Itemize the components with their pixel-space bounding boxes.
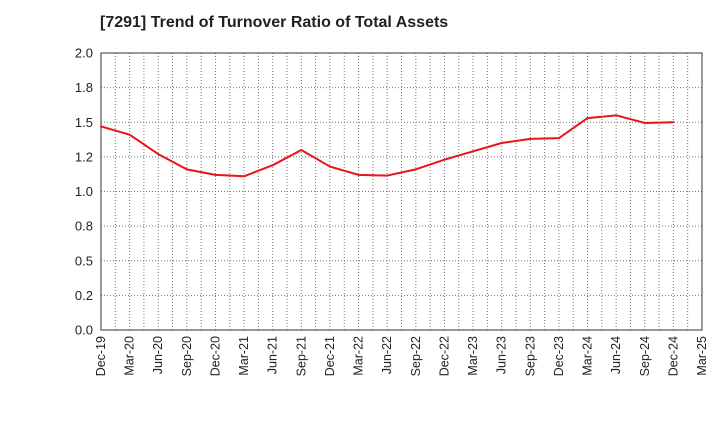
series-layer — [100, 114, 675, 178]
x-tick-label: Sep-22 — [409, 336, 423, 376]
y-tick-label: 0.5 — [75, 253, 93, 268]
grid-layer — [101, 53, 702, 330]
data-point — [500, 142, 503, 144]
x-tick-label: Sep-20 — [180, 336, 194, 376]
data-point — [643, 122, 646, 124]
data-point — [558, 137, 560, 139]
data-point — [100, 125, 102, 128]
data-point — [157, 153, 160, 155]
data-point — [128, 133, 131, 136]
x-tick-label: Mar-24 — [581, 336, 595, 376]
x-tick-label: Dec-22 — [437, 336, 451, 376]
data-point — [472, 150, 474, 153]
x-tick-label: Dec-23 — [552, 336, 566, 376]
x-tick-label: Sep-21 — [294, 336, 308, 376]
x-tick-label: Dec-20 — [208, 336, 222, 376]
x-tick-label: Jun-20 — [151, 336, 165, 374]
y-tick-label: 0.0 — [75, 323, 93, 338]
plot-frame — [100, 52, 703, 331]
data-point — [300, 149, 303, 151]
data-point — [586, 117, 589, 119]
data-point — [243, 175, 245, 178]
data-point — [186, 168, 188, 171]
x-tick-label: Mar-22 — [352, 336, 366, 376]
data-point — [329, 165, 331, 168]
y-tick-label: 1.5 — [75, 115, 93, 130]
x-tick-label: Dec-19 — [94, 336, 108, 376]
chart-title: [7291] Trend of Turnover Ratio of Total … — [100, 14, 449, 31]
y-tick-label: 1.0 — [75, 184, 93, 199]
x-tick-label: Jun-21 — [266, 336, 280, 374]
data-point — [214, 174, 217, 176]
y-tick-labels: 0.0 0.2 0.5 0.8 1.0 1.2 1.5 1.8 2.0 — [75, 46, 93, 338]
x-tick-labels: Dec-19 Mar-20 Jun-20 Sep-20 Dec-20 Mar-21 Jun-… — [94, 336, 709, 376]
x-tick-label: Mar-25 — [695, 336, 709, 376]
y-tick-label: 0.2 — [75, 288, 93, 303]
x-tick-label: Dec-24 — [666, 336, 680, 376]
x-tick-label: Dec-21 — [323, 336, 337, 376]
data-point — [386, 174, 388, 177]
data-point — [357, 174, 360, 176]
x-tick-label: Jun-24 — [609, 336, 623, 374]
y-tick-label: 0.8 — [75, 219, 93, 234]
x-tick-label: Mar-23 — [466, 336, 480, 376]
y-tick-label: 1.2 — [75, 149, 93, 164]
data-point — [415, 168, 417, 171]
axis-layer — [100, 52, 703, 331]
x-tick-label: Sep-23 — [523, 336, 537, 376]
data-point — [529, 138, 532, 140]
x-tick-label: Mar-20 — [123, 336, 137, 376]
data-point — [672, 121, 675, 124]
y-tick-label: 1.8 — [75, 80, 93, 95]
x-tick-label: Jun-22 — [380, 336, 394, 374]
x-tick-label: Sep-24 — [638, 336, 652, 376]
x-tick-label: Jun-23 — [495, 336, 509, 374]
data-point — [271, 164, 274, 166]
data-point — [615, 114, 617, 117]
y-tick-label: 2.0 — [75, 46, 93, 61]
x-tick-label: Mar-21 — [237, 336, 251, 376]
data-point — [443, 158, 446, 161]
